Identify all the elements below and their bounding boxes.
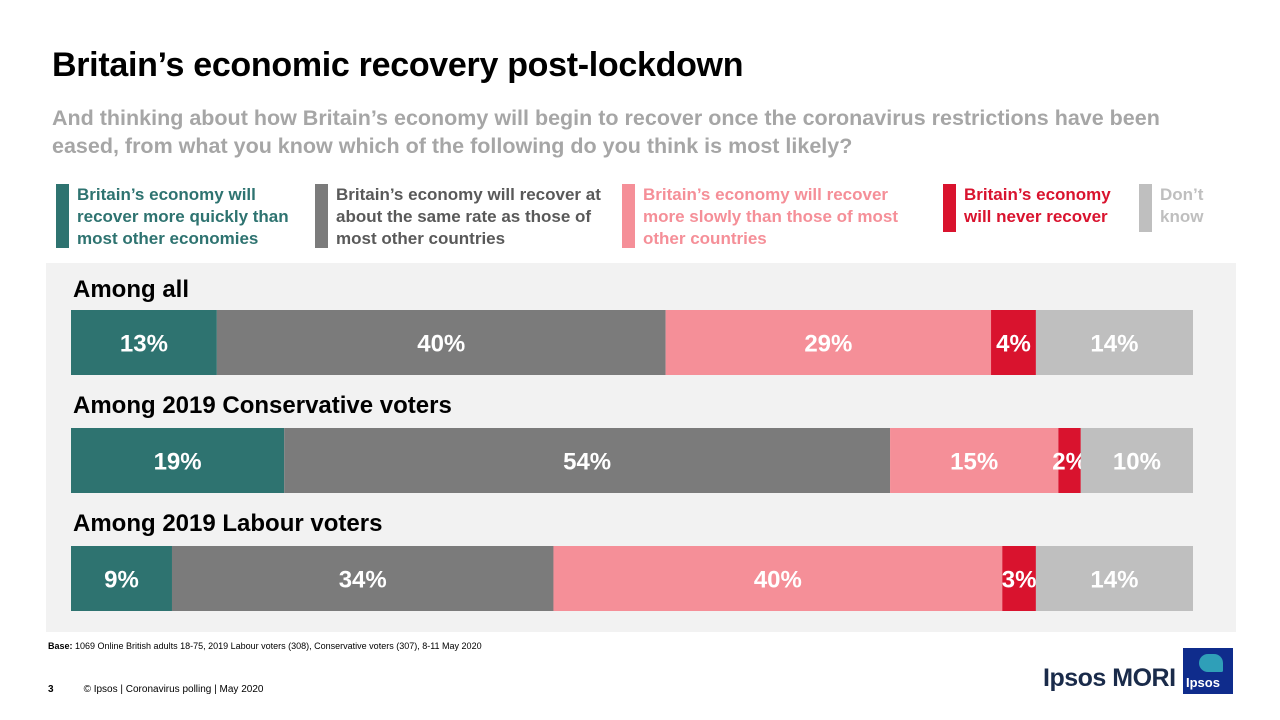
legend-item-slower: Britain’s economy will recover more slow… (622, 184, 932, 248)
ipsos-logo: Ipsos (1183, 648, 1233, 694)
brand-name: Ipsos MORI (1043, 664, 1176, 692)
bar-quicker-0 (71, 310, 217, 375)
footer-text: © Ipsos | Coronavirus polling | May 2020 (83, 684, 264, 695)
bar-same-1 (284, 428, 891, 493)
logo-text: Ipsos (1186, 675, 1220, 690)
legend-swatch-same (315, 184, 328, 248)
data-label-same-2: 34% (339, 567, 387, 594)
legend-item-dontknow: Don’t know (1139, 184, 1219, 232)
data-label-same-1: 54% (563, 449, 611, 476)
legend-label-dontknow: Don’t know (1160, 185, 1204, 226)
bar-same-0 (216, 310, 666, 375)
data-label-dontknow-0: 14% (1090, 331, 1138, 358)
base-text: 1069 Online British adults 18-75, 2019 L… (72, 641, 482, 651)
slide-title: Britain’s economic recovery post-lockdow… (52, 46, 744, 84)
legend-label-same: Britain’s economy will recover at about … (336, 185, 601, 248)
data-label-quicker-2: 9% (104, 567, 139, 594)
data-label-quicker-0: 13% (120, 331, 168, 358)
logo-shape-icon (1199, 654, 1223, 672)
slide-subtitle: And thinking about how Britain’s economy… (52, 106, 1160, 158)
group-label-labour: Among 2019 Labour voters (73, 510, 383, 537)
bar-slower-2 (553, 546, 1003, 611)
bar-never-0 (991, 310, 1036, 375)
data-label-dontknow-2: 14% (1090, 567, 1138, 594)
data-label-never-2: 3% (1002, 567, 1037, 594)
bar-dontknow-2 (1035, 546, 1193, 611)
bar-dontknow-1 (1080, 428, 1193, 493)
bar-slower-1 (890, 428, 1059, 493)
legend-swatch-dontknow (1139, 184, 1152, 232)
bar-slower-0 (665, 310, 992, 375)
legend-label-slower: Britain’s economy will recover more slow… (643, 185, 899, 248)
bar-dontknow-0 (1035, 310, 1193, 375)
legend-item-never: Britain’s economy will never recover (943, 184, 1133, 232)
legend-swatch-quicker (56, 184, 69, 248)
data-label-slower-1: 15% (950, 449, 998, 476)
legend-label-never: Britain’s economy will never recover (964, 185, 1111, 226)
data-label-slower-2: 40% (754, 567, 802, 594)
bar-never-1 (1058, 428, 1081, 493)
bar-quicker-1 (71, 428, 285, 493)
legend-label-quicker: Britain’s economy will recover more quic… (77, 185, 289, 248)
bar-same-2 (171, 546, 554, 611)
legend-item-quicker: Britain’s economy will recover more quic… (56, 184, 296, 248)
data-label-never-0: 4% (996, 331, 1031, 358)
data-label-slower-0: 29% (804, 331, 852, 358)
page-number: 3 (48, 684, 54, 695)
base-note: Base: 1069 Online British adults 18-75, … (48, 641, 482, 651)
legend-swatch-never (943, 184, 956, 232)
data-label-quicker-1: 19% (154, 449, 202, 476)
legend-item-same: Britain’s economy will recover at about … (315, 184, 615, 248)
legend-swatch-slower (622, 184, 635, 248)
footer: 3 © Ipsos | Coronavirus polling | May 202… (48, 684, 263, 695)
data-label-dontknow-1: 10% (1113, 449, 1161, 476)
group-label-all: Among all (73, 276, 190, 303)
bar-never-2 (1002, 546, 1036, 611)
group-label-conservative: Among 2019 Conservative voters (73, 392, 452, 419)
bar-quicker-2 (71, 546, 172, 611)
base-label: Base: (48, 641, 73, 651)
data-label-same-0: 40% (417, 331, 465, 358)
